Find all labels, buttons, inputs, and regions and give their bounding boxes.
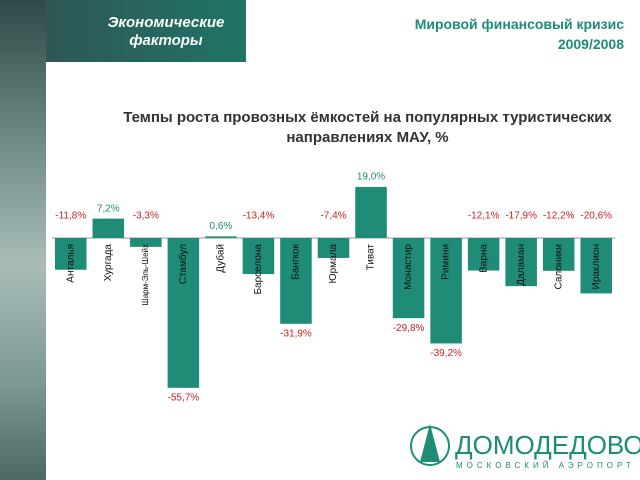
bar <box>130 238 162 247</box>
x-tick-label: Барселона <box>253 244 264 295</box>
x-tick-label: Шарм-Эль-Шейх <box>141 244 150 306</box>
bar <box>55 238 87 270</box>
value-label: -20,6% <box>580 211 612 222</box>
side-image <box>0 0 46 480</box>
bar <box>242 238 275 275</box>
value-label: -12,1% <box>468 211 500 222</box>
bar <box>580 238 612 294</box>
x-tick-label: Даламан <box>516 244 527 286</box>
x-tick-label: Римини <box>441 244 452 280</box>
bar <box>505 238 537 287</box>
period: 2009/2008 <box>557 36 624 52</box>
x-tick-label: Анталья <box>65 244 76 283</box>
value-label: -7,4% <box>320 211 346 222</box>
x-tick-label: Хургада <box>103 244 114 282</box>
x-tick-label: Варна <box>478 244 489 273</box>
value-label: -12,2% <box>543 211 575 222</box>
x-tick-label: Стамбул <box>177 244 189 284</box>
logo-name: ДОМОДЕДОВО <box>455 430 640 460</box>
logo-icon <box>420 424 440 462</box>
chart-title: Темпы роста провозных ёмкостей на популя… <box>123 109 612 146</box>
logo-subtitle: МОСКОВСКИЙ АЭРОПОРТ <box>456 461 635 470</box>
x-tick-label: Бангкок <box>291 243 302 279</box>
value-label: -17,9% <box>505 211 537 222</box>
x-tick-label: Дубай <box>215 244 227 273</box>
bar <box>542 238 575 271</box>
x-tick-label: Салоники <box>553 244 564 289</box>
value-label: -13,4% <box>243 211 275 222</box>
bar <box>355 186 387 238</box>
value-label: -31,9% <box>280 328 312 339</box>
bar <box>92 218 125 238</box>
section-header: Экономические факторы <box>46 0 246 62</box>
topic: Мировой финансовый кризис 2009/2008 <box>415 14 624 54</box>
value-label: 7,2% <box>97 203 120 214</box>
value-label: -3,3% <box>133 211 159 222</box>
bar <box>205 236 237 238</box>
value-label: -11,8% <box>55 211 86 222</box>
topic-text: Мировой финансовый кризис <box>414 16 624 32</box>
value-label: -29,8% <box>393 323 425 334</box>
bar <box>467 238 500 271</box>
bar <box>392 238 425 319</box>
value-label: -39,2% <box>430 348 462 359</box>
x-tick-label: Монастир <box>403 244 414 290</box>
value-label: -55,7% <box>168 392 200 403</box>
x-tick-label: Тиват <box>366 244 377 271</box>
x-tick-label: Ираклион <box>591 244 602 289</box>
bar <box>167 238 200 388</box>
bar <box>317 238 350 258</box>
value-label: 19,0% <box>357 172 385 183</box>
bar <box>280 238 312 324</box>
x-tick-label: Юрмала <box>328 244 339 284</box>
logo: ДОМОДЕДОВО МОСКОВСКИЙ АЭРОПОРТ <box>410 424 640 470</box>
value-label: 0,6% <box>210 221 233 232</box>
bar <box>430 238 462 344</box>
